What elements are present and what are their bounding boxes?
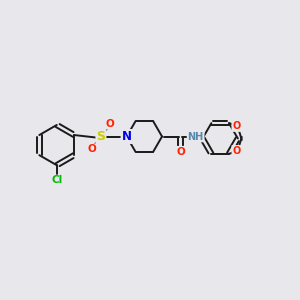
Text: O: O bbox=[232, 146, 241, 156]
Text: N: N bbox=[122, 130, 132, 143]
Text: O: O bbox=[87, 144, 96, 154]
Text: O: O bbox=[176, 147, 185, 157]
Text: NH: NH bbox=[188, 131, 204, 142]
Text: O: O bbox=[106, 119, 115, 129]
Text: Cl: Cl bbox=[51, 176, 62, 185]
Text: S: S bbox=[96, 130, 105, 143]
Text: O: O bbox=[232, 121, 241, 131]
Text: N: N bbox=[122, 130, 132, 143]
